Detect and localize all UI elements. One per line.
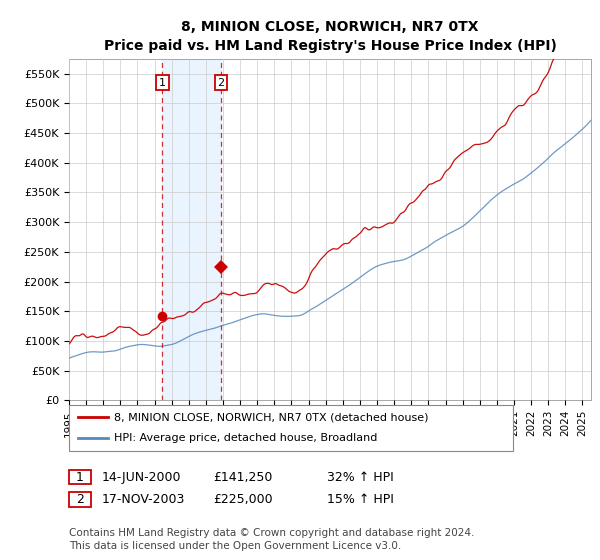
Text: 8, MINION CLOSE, NORWICH, NR7 0TX (detached house): 8, MINION CLOSE, NORWICH, NR7 0TX (detac… [114,412,428,422]
Text: 1: 1 [76,470,84,484]
Bar [163,59,221,400]
Text: 14-JUN-2000: 14-JUN-2000 [102,470,182,484]
Text: £225,000: £225,000 [213,493,272,506]
Text: 32% ↑ HPI: 32% ↑ HPI [327,470,394,484]
Text: 2: 2 [217,78,224,87]
Text: 1: 1 [159,78,166,87]
Text: HPI: Average price, detached house, Broadland: HPI: Average price, detached house, Broa… [114,433,377,444]
Text: 17-NOV-2003: 17-NOV-2003 [102,493,185,506]
Text: 2: 2 [76,493,84,506]
Title: 8, MINION CLOSE, NORWICH, NR7 0TX
Price paid vs. HM Land Registry's House Price : 8, MINION CLOSE, NORWICH, NR7 0TX Price … [104,20,556,53]
Text: £141,250: £141,250 [213,470,272,484]
Text: Contains HM Land Registry data © Crown copyright and database right 2024.
This d: Contains HM Land Registry data © Crown c… [69,528,475,550]
Text: 15% ↑ HPI: 15% ↑ HPI [327,493,394,506]
